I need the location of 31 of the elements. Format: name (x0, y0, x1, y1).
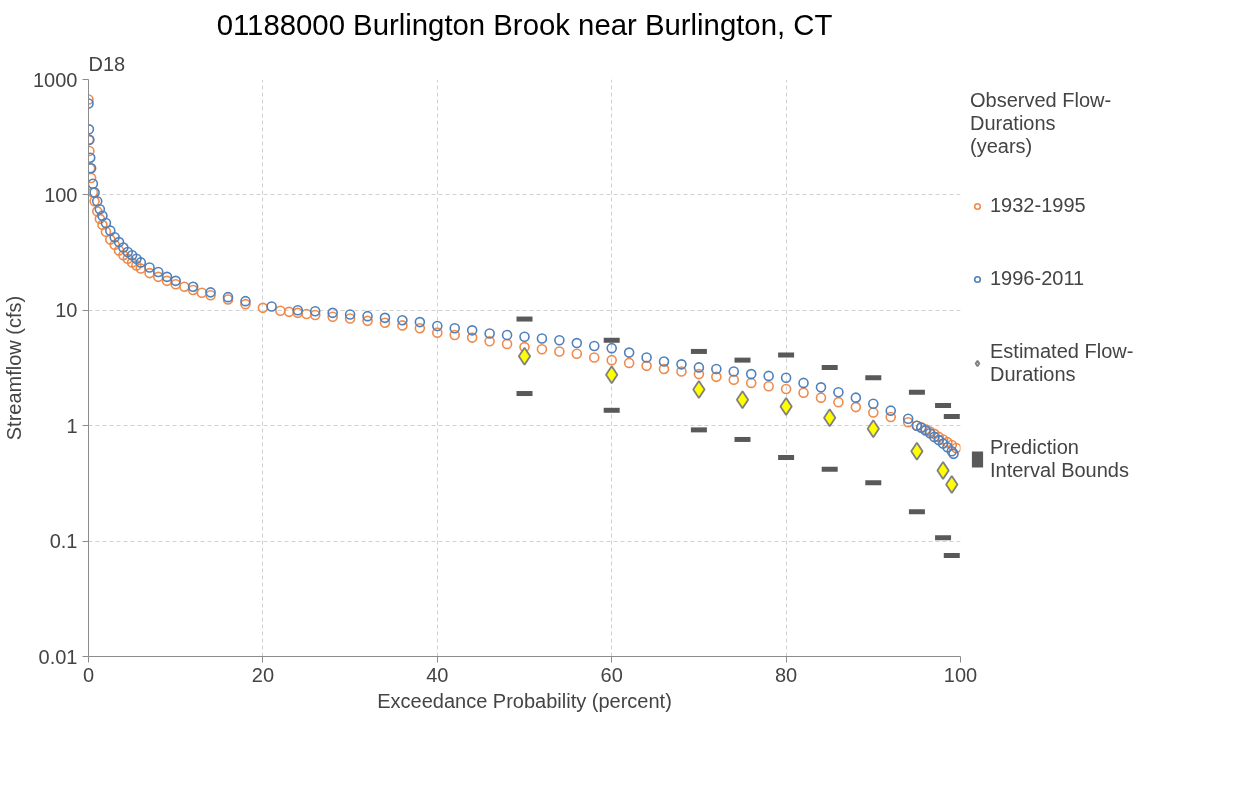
legend-label: Prediction Interval Bounds (990, 436, 1129, 482)
y-tick-label: 0.01 (38, 645, 78, 668)
point (735, 390, 750, 410)
point (936, 460, 950, 480)
x-tick-label: 100 (943, 663, 978, 686)
y-tick-label: 10 (55, 299, 78, 322)
legend-label: 1932-1995 (990, 194, 1086, 217)
point (910, 441, 924, 461)
chart-title: 01188000 Burlington Brook near Burlington, CT (216, 7, 833, 41)
y-tick-label: 1000 (33, 68, 78, 91)
x-tick-label: 0 (82, 663, 95, 686)
legend-label: Estimated Flow-Durations (990, 340, 1134, 386)
y-tick-label: 1 (66, 414, 78, 437)
x-tick-label: 20 (251, 663, 275, 686)
point (866, 419, 880, 439)
point (605, 365, 619, 385)
x-tick-label: 60 (600, 663, 623, 686)
point (945, 475, 959, 494)
point (517, 346, 532, 366)
point (779, 396, 793, 416)
legend-title: Observed Flow-Durations (years) (970, 89, 1113, 158)
y-tick-label: 0.1 (49, 530, 78, 553)
text: D18 (88, 52, 126, 75)
x-tick-label: 40 (426, 663, 449, 686)
legend-label: 1996-2011 (990, 267, 1085, 290)
point (692, 380, 706, 399)
y-tick-label: 100 (44, 183, 78, 206)
x-tick-label: 80 (774, 663, 798, 686)
y-axis-title: Streamflow (cfs) (3, 295, 26, 441)
x-axis-title: Exceedance Probability (percent) (377, 689, 672, 712)
point (823, 408, 837, 428)
